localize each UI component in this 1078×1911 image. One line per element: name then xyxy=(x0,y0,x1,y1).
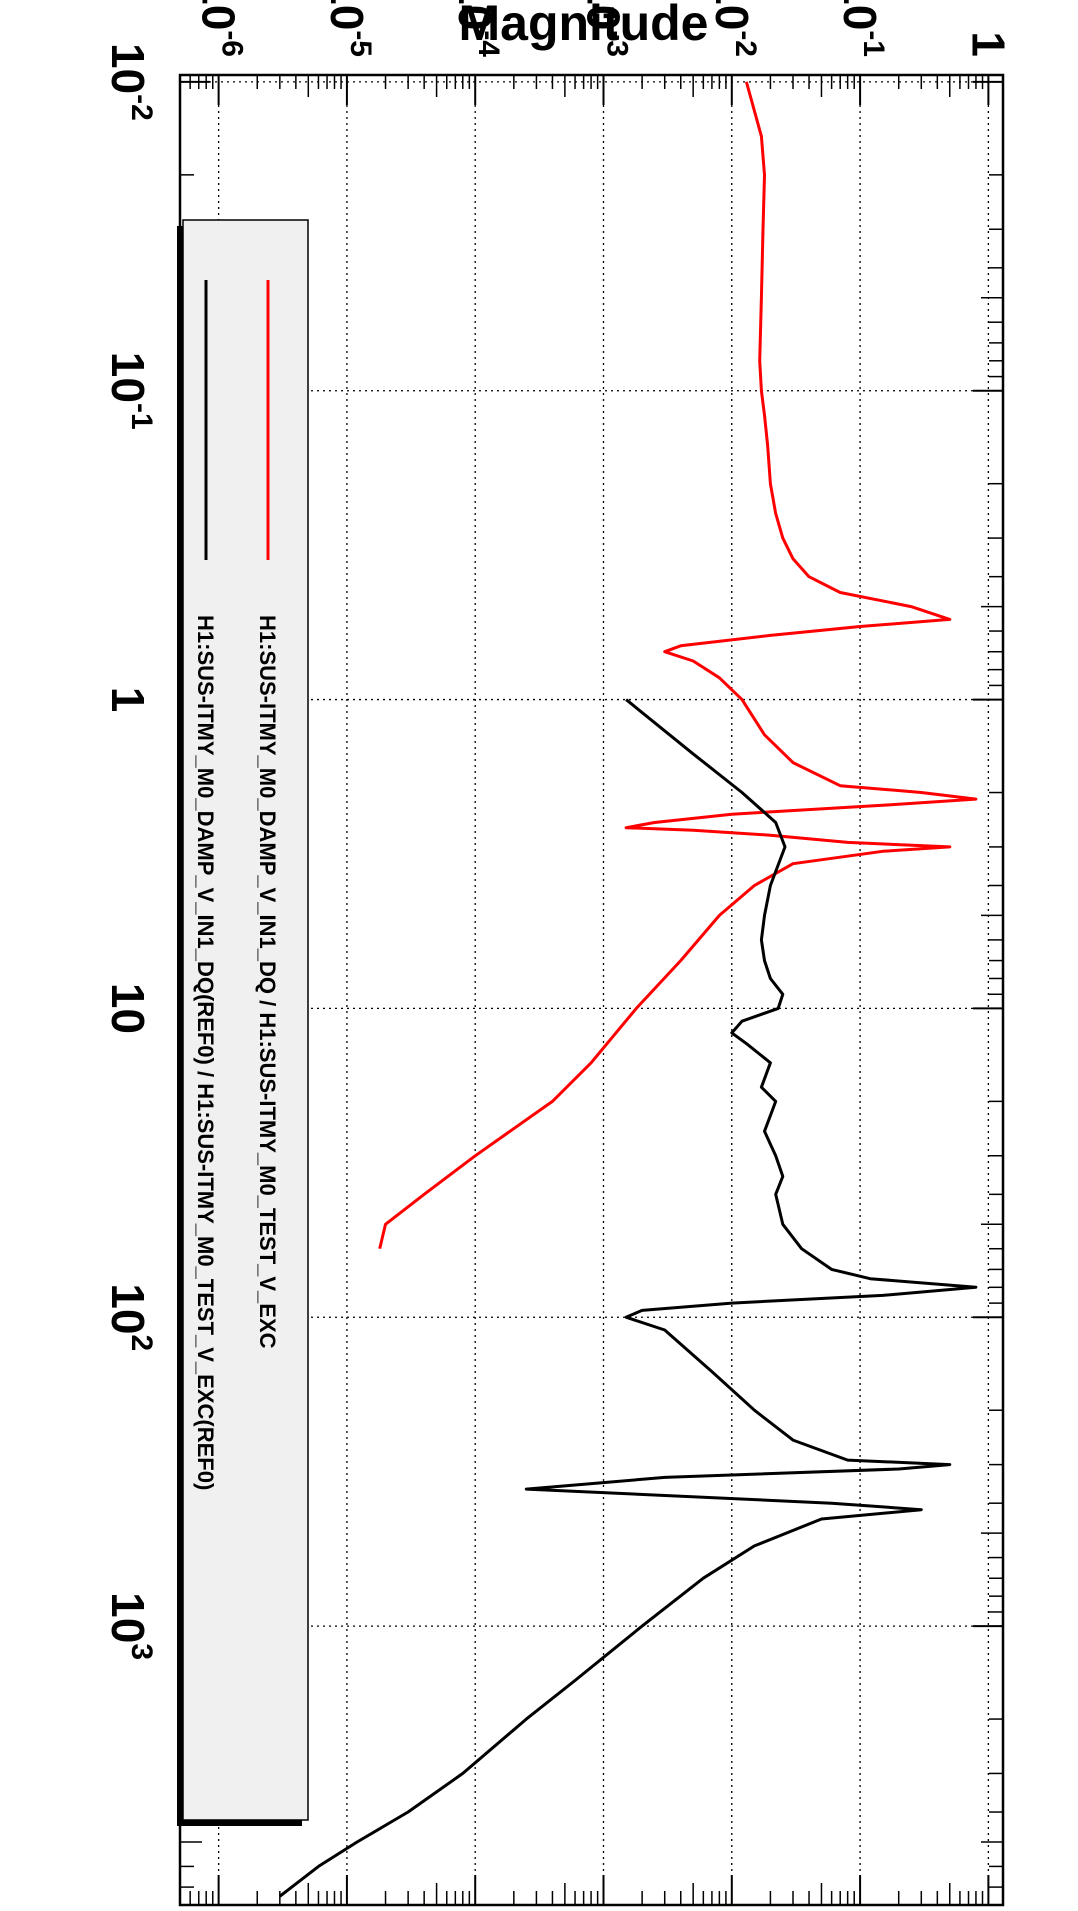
x-tick-exponent: 3 xyxy=(125,1643,158,1660)
y-tick-exponent: -2 xyxy=(729,30,762,57)
x-tick-base: 10 xyxy=(102,1283,154,1334)
y-tick-label: 10-5 xyxy=(321,0,377,57)
y-tick-base: 10 xyxy=(321,0,373,30)
x-tick-label: 10 xyxy=(102,983,154,1034)
x-tick-label: 1 xyxy=(102,687,154,713)
x-tick-label: 103 xyxy=(102,1592,158,1660)
x-tick-exponent: 2 xyxy=(125,1334,158,1351)
x-tick-base: 10 xyxy=(102,983,154,1034)
x-tick-base: 1 xyxy=(102,687,154,713)
x-tick-label: 10-1 xyxy=(102,352,158,430)
y-tick-exponent: -5 xyxy=(344,30,377,57)
y-tick-base: 10 xyxy=(706,0,758,30)
y-tick-label: 10-6 xyxy=(193,0,249,57)
y-tick-labels: 10-610-510-410-310-210-1 1 xyxy=(193,0,1015,57)
x-tick-label: 10-2 xyxy=(102,43,158,121)
y-tick-label: 10-1 xyxy=(834,0,890,57)
y-tick-base: 10 xyxy=(193,0,245,30)
y-tick-base: 10 xyxy=(578,0,630,30)
y-tick-exponent: -3 xyxy=(601,30,634,57)
legend: H1:SUS-ITMY_M0_DAMP_V_IN1_DQ / H1:SUS-IT… xyxy=(177,219,309,1826)
y-tick-base: 10 xyxy=(449,0,501,30)
y-tick-label: 1 xyxy=(962,31,1014,57)
y-tick-exponent: -4 xyxy=(472,30,505,57)
legend-entry-0: H1:SUS-ITMY_M0_DAMP_V_IN1_DQ / H1:SUS-IT… xyxy=(255,615,280,1349)
x-tick-exponent: -2 xyxy=(125,94,158,121)
legend-box xyxy=(182,219,309,1821)
x-tick-label: 102 xyxy=(102,1283,158,1351)
y-tick-exponent: -1 xyxy=(857,30,890,57)
y-tick-base: 10 xyxy=(834,0,886,30)
series-layer xyxy=(278,81,978,1898)
series-line-0 xyxy=(378,81,978,1250)
legend-entry-1: H1:SUS-ITMY_M0_DAMP_V_IN1_DQ(REF0) / H1:… xyxy=(193,615,218,1490)
x-tick-base: 10 xyxy=(102,1592,154,1643)
series-line-1 xyxy=(278,698,978,1898)
x-tick-base: 10 xyxy=(102,352,154,403)
y-axis-label: Magnitude xyxy=(459,0,709,51)
y-tick-exponent: -6 xyxy=(216,30,249,57)
y-tick-base: 1 xyxy=(962,31,1014,57)
y-tick-label: 10-2 xyxy=(706,0,762,57)
y-tick-label: 10-3 xyxy=(578,0,634,57)
y-tick-label: 10-4 xyxy=(449,0,505,57)
x-tick-exponent: -1 xyxy=(125,403,158,430)
x-tick-base: 10 xyxy=(102,43,154,94)
